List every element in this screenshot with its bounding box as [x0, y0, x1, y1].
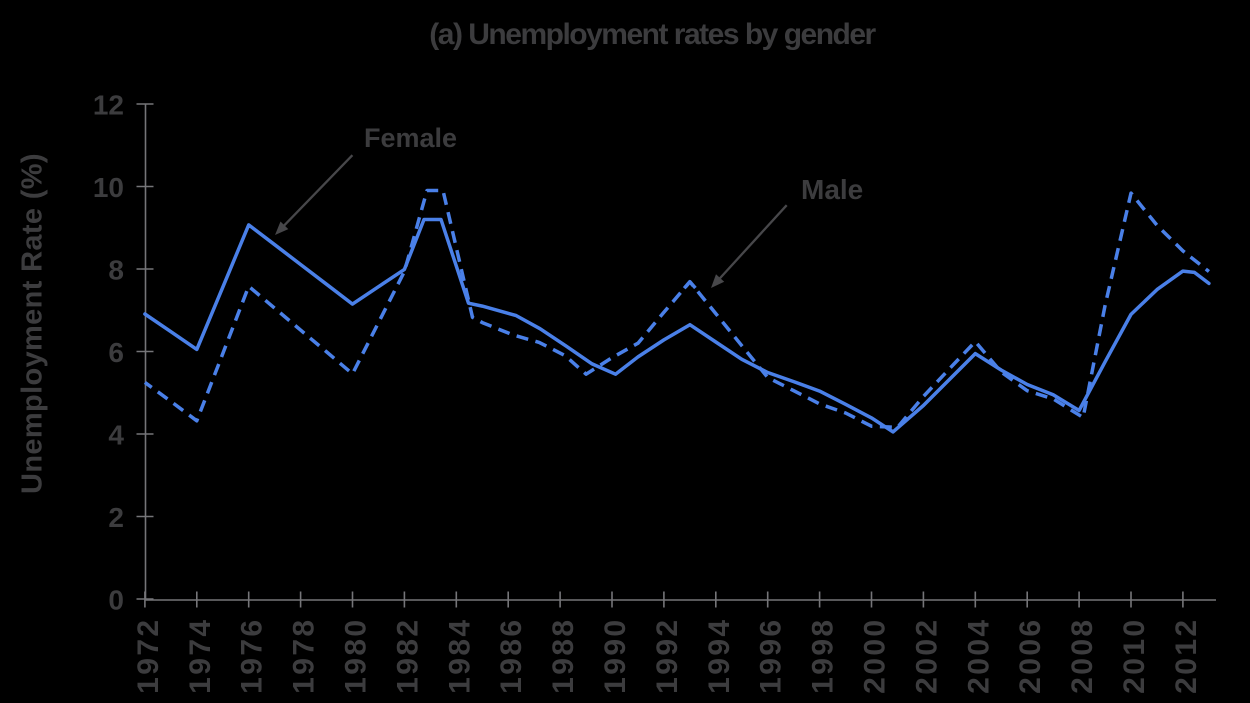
- svg-text:1984: 1984: [443, 618, 476, 694]
- svg-text:Unemployment Rate (%): Unemployment Rate (%): [17, 153, 49, 494]
- svg-text:2010: 2010: [1118, 618, 1151, 694]
- svg-text:2012: 2012: [1170, 618, 1203, 694]
- svg-text:1996: 1996: [755, 618, 788, 694]
- svg-text:1988: 1988: [547, 618, 580, 694]
- svg-text:Female: Female: [364, 123, 457, 153]
- svg-text:(a) Unemployment rates by gend: (a) Unemployment rates by gender: [429, 18, 876, 51]
- svg-text:Male: Male: [801, 174, 863, 205]
- svg-text:8: 8: [108, 255, 124, 286]
- svg-text:1978: 1978: [288, 618, 321, 694]
- svg-text:1992: 1992: [651, 618, 684, 694]
- svg-text:12: 12: [93, 90, 124, 121]
- svg-text:1980: 1980: [340, 618, 373, 694]
- svg-text:6: 6: [108, 337, 124, 368]
- svg-text:2002: 2002: [910, 618, 943, 694]
- svg-text:1972: 1972: [132, 618, 165, 694]
- svg-text:2000: 2000: [859, 618, 892, 694]
- svg-text:2004: 2004: [962, 618, 995, 694]
- svg-text:1994: 1994: [703, 618, 736, 694]
- svg-text:4: 4: [108, 420, 124, 451]
- svg-text:1990: 1990: [599, 618, 632, 694]
- svg-text:1982: 1982: [391, 618, 424, 694]
- svg-text:2: 2: [108, 502, 124, 533]
- svg-text:0: 0: [108, 585, 124, 616]
- svg-text:2008: 2008: [1066, 618, 1099, 694]
- svg-text:2006: 2006: [1014, 618, 1047, 694]
- svg-text:1998: 1998: [807, 618, 840, 694]
- svg-text:1976: 1976: [236, 618, 269, 694]
- svg-text:1986: 1986: [495, 618, 528, 694]
- svg-text:10: 10: [93, 172, 124, 203]
- svg-text:1974: 1974: [184, 618, 217, 694]
